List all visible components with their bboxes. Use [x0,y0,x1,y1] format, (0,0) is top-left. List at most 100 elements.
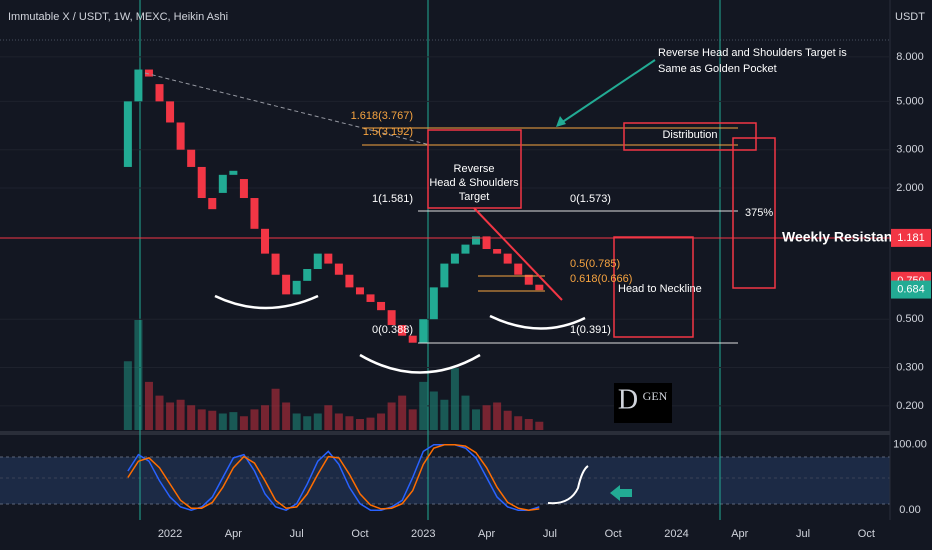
x-tick-label: Apr [731,528,748,540]
candle [134,69,143,102]
candle [250,198,259,229]
annotation: Head to Neckline [618,283,702,295]
candle [429,287,438,320]
volume-bar [123,361,132,430]
logo-text: GEN [643,389,668,403]
y-tick-label: 0.500 [896,313,924,325]
candle [334,263,343,275]
annotation: Weekly Resistance [782,229,908,245]
annotation: Head & Shoulders [429,177,519,189]
price-tag-label: 1.181 [897,232,925,244]
y-tick-label: 8.000 [896,51,924,63]
volume-bar [261,405,270,430]
candle [503,253,512,264]
annotation: Distribution [662,129,717,141]
volume-bar [229,412,238,430]
arrow [557,59,656,126]
shoulder-curve [214,294,319,310]
y-tick-label: 0.00 [899,504,920,516]
stoch-sketch [547,465,589,505]
candle [197,166,206,199]
volume-bar [155,395,164,430]
y-tick-label: 5.000 [896,95,924,107]
volume-bar [503,410,512,430]
box [732,137,776,289]
candle [472,236,481,245]
volume-bar [472,409,481,430]
x-tick-label: 2023 [411,528,435,540]
volume-bar [250,409,259,430]
candle [524,274,533,285]
volume-bar [239,416,248,430]
stoch-line [127,444,540,511]
x-tick-label: Jul [290,528,304,540]
annotation: 0.5(0.785) [570,258,620,270]
volume-bar [514,416,523,430]
candle [166,101,175,123]
candle [208,198,217,210]
y-tick-label: 0.200 [896,400,924,412]
volume-bar [144,381,153,430]
head-curve [359,353,481,374]
candle [355,287,364,295]
annotation: Reverse [454,163,495,175]
box [613,236,694,338]
volume-bar [377,413,386,430]
candle [345,274,354,288]
candle [408,335,417,343]
volume-bar [535,421,544,430]
x-tick-label: Oct [605,528,622,540]
annotation: 0(0.388) [372,324,413,336]
volume-bar [419,381,428,430]
annotation: 0.618(0.666) [570,273,632,285]
volume-bar [482,405,491,430]
volume-bar [218,413,227,430]
annotation: Same as Golden Pocket [658,63,777,75]
x-tick-label: Apr [225,528,242,540]
volume-bar [493,402,502,430]
annotation: 1(0.391) [570,324,611,336]
candle [377,301,386,311]
price-tag-label: 0.684 [897,283,925,295]
volume-bar [524,419,533,430]
volume-bar [282,402,291,430]
candle [450,253,459,264]
y-tick-label: 0.300 [896,361,924,373]
y-tick-label: 2.000 [896,182,924,194]
logo-text: D [618,384,638,415]
candle [493,249,502,254]
x-tick-label: Oct [351,528,368,540]
candle [482,236,491,250]
header: Immutable X / USDT, 1W, MEXC, Heikin Ash… [8,11,228,23]
candle [176,122,185,150]
volume-bar [176,399,185,430]
candle [535,284,544,291]
annotation: Target [459,191,490,203]
candle [387,310,396,326]
candle [218,174,227,193]
price-tag [891,280,931,299]
band [0,457,890,504]
x-tick-label: Jul [796,528,810,540]
volume-bar [303,416,312,430]
annotation: 1.5(3.192) [363,126,413,138]
volume-bar [166,402,175,430]
annotation: 375% [745,207,773,219]
shoulder-curve [489,314,586,330]
candle [461,244,470,254]
volume-bar [398,395,407,430]
candle [123,101,132,167]
candle [313,253,322,270]
arrow-head [556,116,566,127]
arrow [610,485,632,501]
candle [239,179,248,199]
x-tick-label: Oct [858,528,875,540]
volume-bar [334,413,343,430]
box [623,122,757,151]
trend-line [473,207,563,301]
candle [514,263,523,275]
candle [398,325,407,336]
candle [187,149,196,167]
currency: USDT [895,11,925,23]
